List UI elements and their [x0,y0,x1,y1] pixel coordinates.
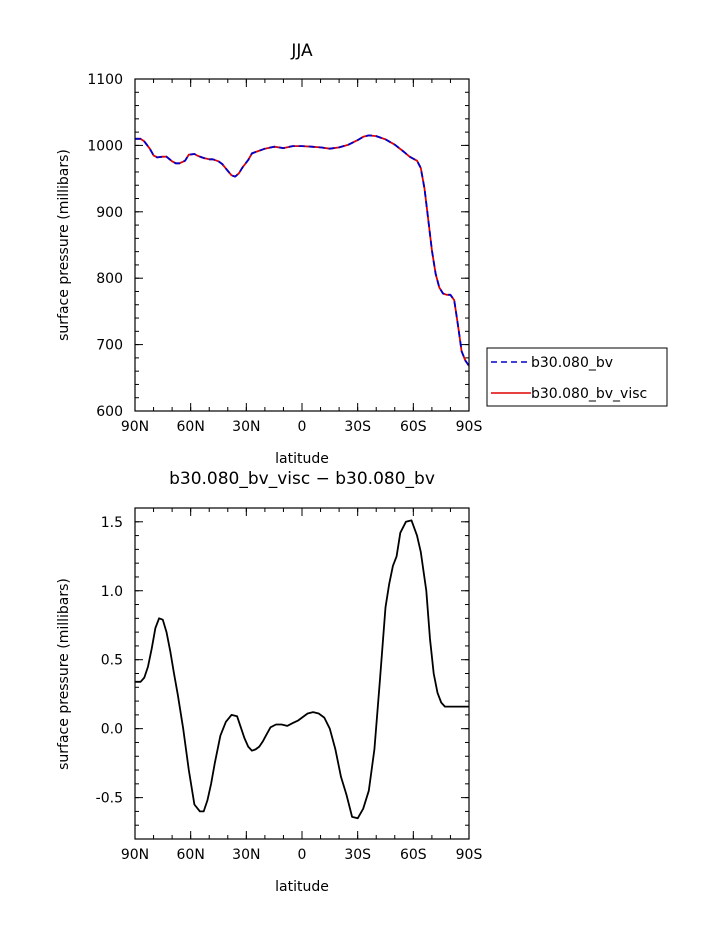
y-tick-label: 0.0 [101,722,123,738]
x-tick-label: 30N [232,419,260,435]
series-line-b30-080-bv [135,134,470,367]
legend-label-b30-080-bv-visc: b30.080_bv_visc [531,386,647,402]
y-tick-label: 0.5 [101,653,123,669]
plot-frame [134,507,470,840]
legend-label-b30-080-bv: b30.080_bv [531,355,613,371]
x-tick-label: 90N [121,847,149,863]
y-tick-label: -0.5 [96,791,123,807]
x-tick-label: 30N [232,847,260,863]
x-tick-label: 60S [400,419,427,435]
x-tick-label: 90N [121,419,149,435]
y-tick-label: 600 [96,404,123,420]
jja-surface-pressure-chart: JJA 90N 60N 30N 0 30S 60S 90S 600 700 800 900 1000 1… [56,41,668,467]
series-group [135,519,469,820]
y-tick-label: 700 [96,338,123,354]
x-axis-label: latitude [275,879,329,895]
y-tick-label: 900 [96,205,123,221]
series-line [135,519,469,820]
x-tick-label: 60S [400,847,427,863]
tick-group: 90N 60N 30N 0 30S 60S 90S 600 700 800 900 1000 1100 [87,72,482,435]
x-tick-label: 30S [344,847,371,863]
x-tick-label: 0 [298,419,307,435]
x-tick-label: 60N [177,847,205,863]
y-tick-label: 1.0 [101,584,123,600]
tick-group: 90N 60N 30N 0 30S 60S 90S -0.5 0.0 0.5 1.0 1.5 [96,507,483,863]
series-line-b30-080-bv-visc [135,134,470,367]
x-tick-label: 30S [344,419,371,435]
chart-title: JJA [290,41,313,61]
series-group [135,134,470,367]
plot-frame [134,78,470,412]
y-tick-label: 1.5 [101,515,123,531]
chart-title: b30.080_bv_visc − b30.080_bv [169,469,435,489]
difference-chart: b30.080_bv_visc − b30.080_bv 90N 60N 30N 0 3… [56,469,482,895]
x-tick-label: 60N [177,419,205,435]
x-tick-label: 90S [456,847,483,863]
legend-box [486,347,668,407]
x-tick-label: 0 [298,847,307,863]
y-axis-label: surface pressure (millibars) [56,578,72,770]
y-tick-label: 1100 [87,72,123,88]
y-axis-label: surface pressure (millibars) [56,149,72,341]
y-tick-label: 1000 [87,138,123,154]
y-tick-label: 800 [96,271,123,287]
x-axis-label: latitude [275,451,329,467]
legend: b30.080_bv b30.080_bv_visc [486,347,668,407]
x-tick-label: 90S [456,419,483,435]
